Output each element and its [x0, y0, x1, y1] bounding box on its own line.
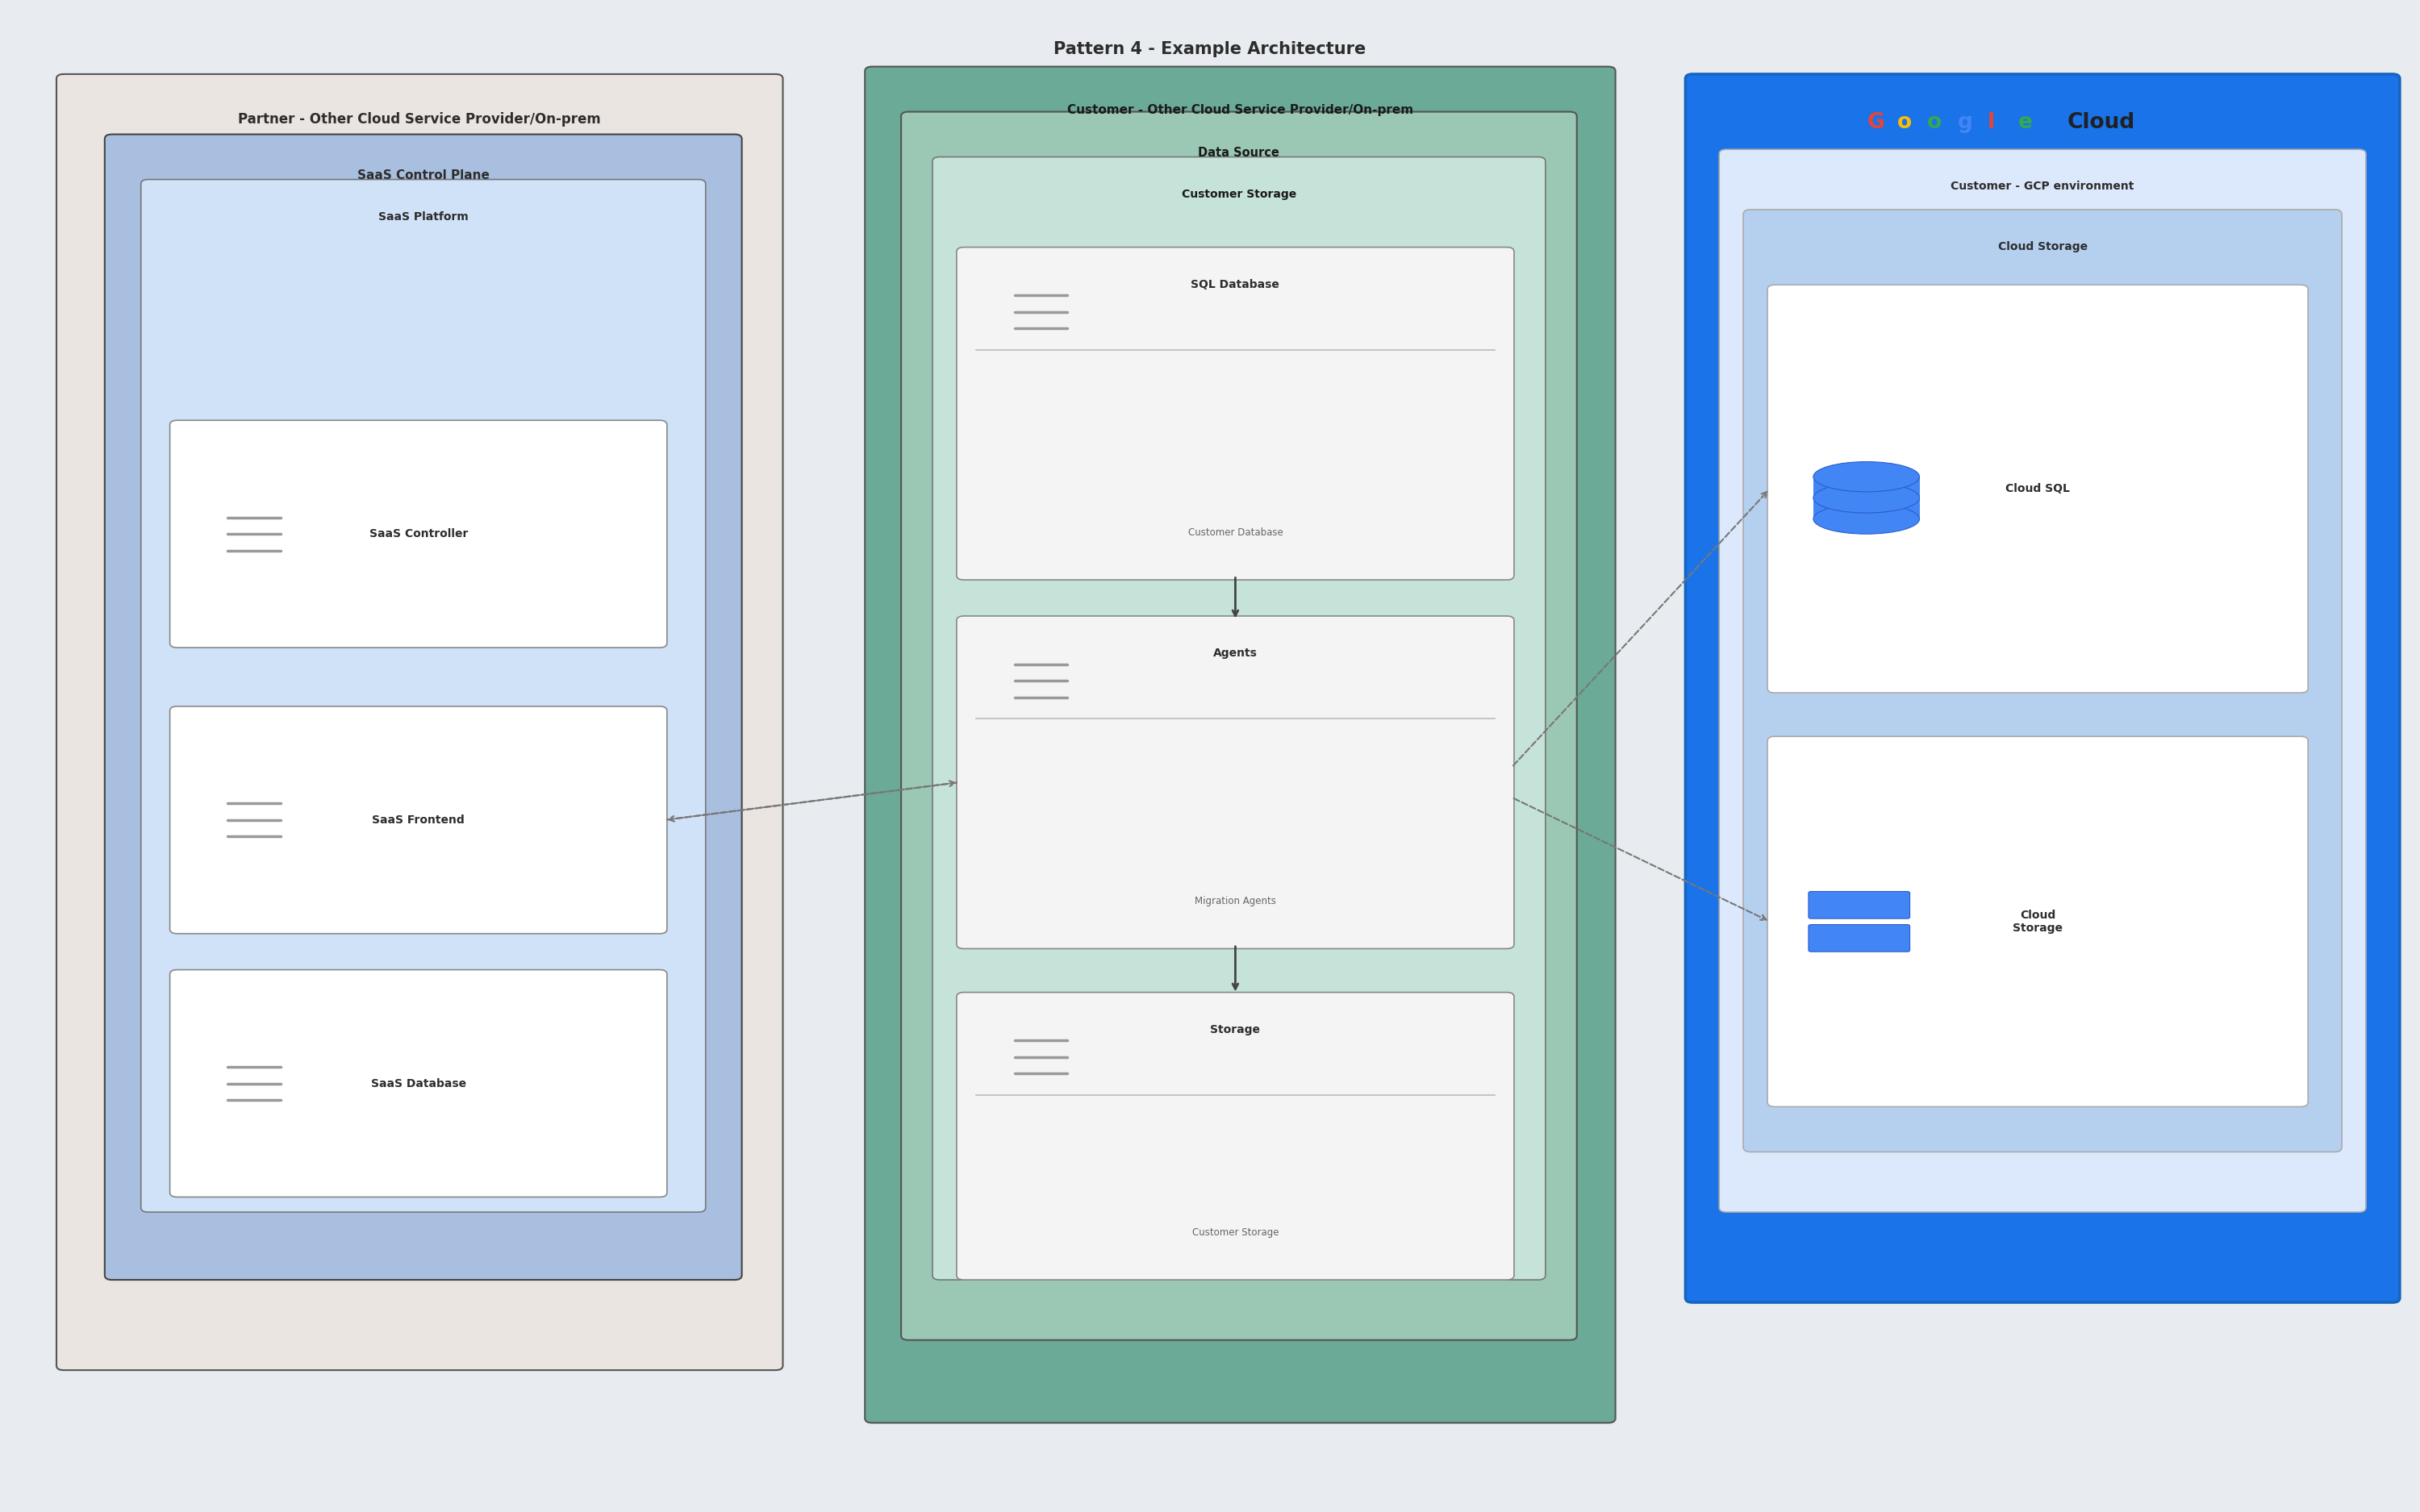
Text: Customer Storage: Customer Storage: [1181, 189, 1297, 200]
FancyBboxPatch shape: [932, 157, 1546, 1279]
FancyBboxPatch shape: [900, 112, 1578, 1340]
Text: G: G: [1866, 112, 1885, 133]
Text: Partner - Other Cloud Service Provider/On-prem: Partner - Other Cloud Service Provider/O…: [237, 112, 600, 127]
FancyBboxPatch shape: [104, 135, 743, 1279]
FancyBboxPatch shape: [956, 615, 1515, 948]
FancyBboxPatch shape: [140, 180, 707, 1213]
FancyBboxPatch shape: [169, 706, 668, 933]
FancyBboxPatch shape: [864, 67, 1617, 1423]
Text: SQL Database: SQL Database: [1191, 278, 1280, 290]
Text: Cloud: Cloud: [2067, 112, 2134, 133]
Text: Customer Database: Customer Database: [1188, 528, 1283, 538]
Text: Migration Agents: Migration Agents: [1195, 897, 1275, 907]
FancyBboxPatch shape: [1742, 210, 2343, 1152]
FancyBboxPatch shape: [1808, 892, 1909, 919]
Text: o: o: [1926, 112, 1941, 133]
FancyBboxPatch shape: [1767, 284, 2309, 692]
FancyBboxPatch shape: [1767, 736, 2309, 1107]
Text: g: g: [1958, 112, 1972, 133]
FancyBboxPatch shape: [956, 248, 1515, 581]
Bar: [1813, 476, 1919, 519]
Text: Customer - GCP environment: Customer - GCP environment: [1951, 181, 2134, 192]
Text: Agents: Agents: [1212, 647, 1258, 659]
Ellipse shape: [1813, 482, 1919, 513]
Text: Cloud SQL: Cloud SQL: [2006, 484, 2069, 494]
FancyBboxPatch shape: [169, 420, 668, 647]
FancyBboxPatch shape: [56, 74, 782, 1370]
Text: Cloud Storage: Cloud Storage: [1999, 242, 2088, 253]
Text: SaaS Frontend: SaaS Frontend: [373, 815, 465, 826]
FancyBboxPatch shape: [169, 969, 668, 1198]
Text: Pattern 4 - Example Architecture: Pattern 4 - Example Architecture: [1053, 41, 1367, 57]
Text: Storage: Storage: [1210, 1024, 1261, 1036]
Text: l: l: [1987, 112, 1994, 133]
Text: SaaS Database: SaaS Database: [370, 1078, 467, 1089]
Text: Cloud
Storage: Cloud Storage: [2013, 909, 2062, 934]
Text: o: o: [1897, 112, 1912, 133]
Text: Customer Storage: Customer Storage: [1193, 1228, 1278, 1238]
Text: SaaS Control Plane: SaaS Control Plane: [358, 169, 489, 181]
Text: Data Source: Data Source: [1198, 147, 1280, 159]
Text: e: e: [2018, 112, 2033, 133]
FancyBboxPatch shape: [956, 992, 1515, 1279]
FancyBboxPatch shape: [1808, 925, 1909, 951]
FancyBboxPatch shape: [1684, 74, 2401, 1302]
Text: SaaS Platform: SaaS Platform: [378, 212, 469, 222]
Ellipse shape: [1813, 503, 1919, 534]
FancyBboxPatch shape: [1718, 150, 2367, 1213]
Text: Customer - Other Cloud Service Provider/On-prem: Customer - Other Cloud Service Provider/…: [1067, 104, 1413, 116]
Text: SaaS Controller: SaaS Controller: [370, 528, 467, 540]
Ellipse shape: [1813, 461, 1919, 491]
